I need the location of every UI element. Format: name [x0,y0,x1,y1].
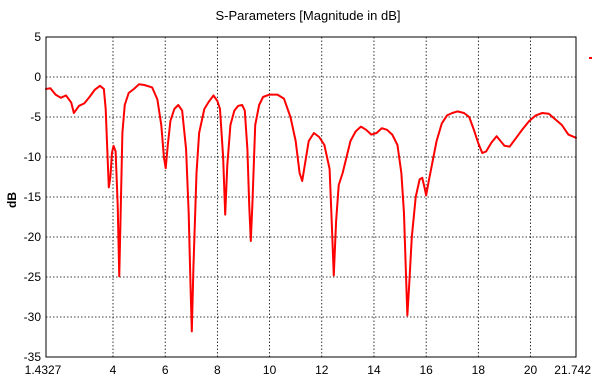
y-axis-label: dB [5,192,19,208]
x-tick-label: 18 [472,363,486,377]
y-tick-label: -30 [24,310,42,324]
grid [46,37,576,357]
x-tick-label: 10 [263,363,277,377]
x-tick-label: 8 [214,363,221,377]
y-tick-label: -20 [24,230,42,244]
x-tick-label: 16 [419,363,433,377]
series-layer [45,83,577,333]
y-tick-label: -25 [24,270,42,284]
y-tick-label: 5 [34,30,41,44]
chart-title: S-Parameters [Magnitude in dB] [216,8,401,23]
y-tick-label: -15 [24,190,42,204]
plot-frame [45,36,577,358]
y-tick-label: -35 [24,350,42,364]
x-tick-label: 14 [367,363,381,377]
x-tick-label: 1.4327 [25,363,62,377]
x-tick-label: 20 [524,363,538,377]
tick-labels: 1.4327 4 6 8 10 12 14 16 18 20 21.742 5 0 -5 -10 -15 -20… [24,30,592,377]
y-tick-label: -5 [30,110,41,124]
y-tick-label: -10 [24,150,42,164]
x-tick-label: 12 [315,363,329,377]
y-tick-label: 0 [34,70,41,84]
x-tick-label: 21.742 [554,363,591,377]
x-tick-label: 4 [110,363,117,377]
x-tick-label: 6 [162,363,169,377]
series-line [45,83,577,333]
